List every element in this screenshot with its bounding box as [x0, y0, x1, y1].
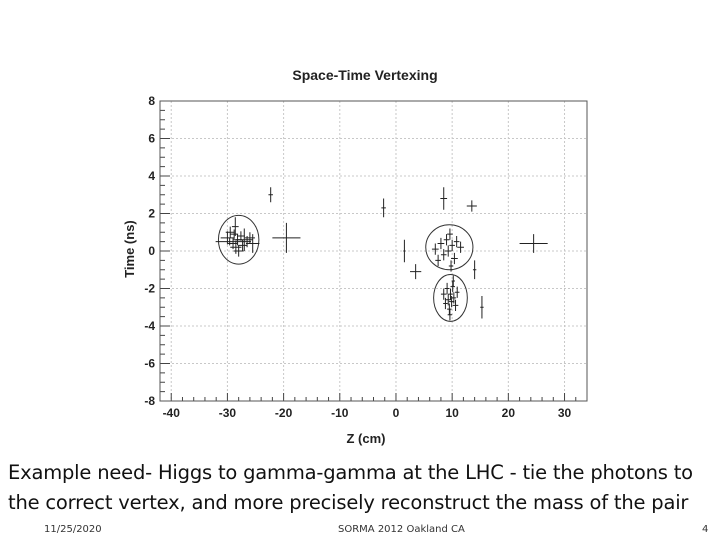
y-tick-label: 2	[148, 207, 155, 221]
y-tick-label: 8	[148, 94, 155, 108]
data-point	[230, 229, 239, 239]
data-point	[444, 245, 452, 257]
slide-caption: Example need- Higgs to gamma-gamma at th…	[8, 458, 718, 518]
plot-frame	[159, 100, 588, 402]
footer-page-number: 4	[702, 524, 709, 535]
data-point	[245, 234, 260, 253]
data-point	[437, 237, 445, 250]
data-point	[431, 243, 439, 255]
cluster-ellipse	[217, 214, 260, 265]
data-point	[410, 264, 422, 280]
data-point	[519, 234, 548, 253]
data-point	[381, 198, 386, 218]
x-axis-label: Z (cm)	[347, 431, 386, 446]
data-point	[451, 252, 458, 265]
x-tick-label: 0	[393, 406, 400, 420]
data-point	[435, 254, 441, 266]
x-tick-label: 20	[502, 406, 516, 420]
data-point	[272, 222, 301, 253]
data-point	[480, 296, 484, 319]
data-point	[220, 231, 235, 245]
caption-line-2: the correct vertex, and more precisely r…	[8, 491, 689, 514]
data-point	[225, 226, 235, 238]
y-axis-label: Time (ns)	[122, 220, 137, 278]
data-point	[447, 228, 453, 240]
chart-area: Space-Time Vertexing Z (cm) Time (ns) -4…	[122, 67, 588, 446]
y-tick-label: -4	[144, 319, 155, 333]
data-point	[454, 286, 460, 298]
footer-date: 11/25/2020	[44, 524, 102, 535]
data-point	[268, 187, 273, 203]
y-tick-label: -8	[144, 394, 155, 408]
data-point	[440, 249, 447, 261]
data-point	[233, 245, 244, 257]
y-tick-label: 0	[148, 244, 155, 258]
data-point	[230, 240, 242, 254]
y-tick-label: 4	[148, 169, 155, 183]
data-point	[450, 281, 455, 293]
data-point	[244, 232, 255, 244]
data-point	[215, 237, 244, 246]
y-tick-label: -2	[144, 282, 155, 296]
data-point	[451, 275, 455, 287]
y-tick-label: -6	[144, 357, 155, 371]
data-point	[449, 239, 455, 251]
data-point	[444, 282, 450, 295]
x-tick-label: -40	[163, 406, 181, 420]
x-tick-label: 30	[558, 406, 572, 420]
data-point	[440, 288, 447, 300]
data-point	[403, 239, 406, 263]
x-tick-label: -30	[219, 406, 237, 420]
data-point	[466, 200, 477, 212]
data-point	[447, 309, 453, 321]
data-point	[443, 234, 450, 246]
data-point	[472, 260, 477, 280]
caption-line-1: Example need- Higgs to gamma-gamma at th…	[8, 461, 693, 484]
footer-event: SORMA 2012 Oakland CA	[338, 524, 465, 535]
y-tick-label: 6	[148, 132, 155, 146]
data-point	[452, 299, 459, 311]
cluster-ellipse	[425, 224, 474, 271]
x-tick-label: 10	[445, 406, 459, 420]
chart-title: Space-Time Vertexing	[292, 67, 437, 83]
data-point	[451, 292, 457, 304]
x-tick-label: -10	[331, 406, 349, 420]
data-point	[453, 236, 460, 248]
cluster-ellipse	[433, 273, 468, 322]
data-point	[457, 241, 464, 253]
x-tick-label: -20	[275, 406, 293, 420]
data-point	[236, 231, 245, 241]
data-point	[448, 288, 453, 300]
data-point	[448, 260, 454, 272]
scatter-chart: Space-Time Vertexing Z (cm) Time (ns) -4…	[122, 67, 588, 446]
data-point	[447, 303, 452, 315]
data-point	[231, 217, 239, 236]
data-point	[440, 187, 448, 210]
